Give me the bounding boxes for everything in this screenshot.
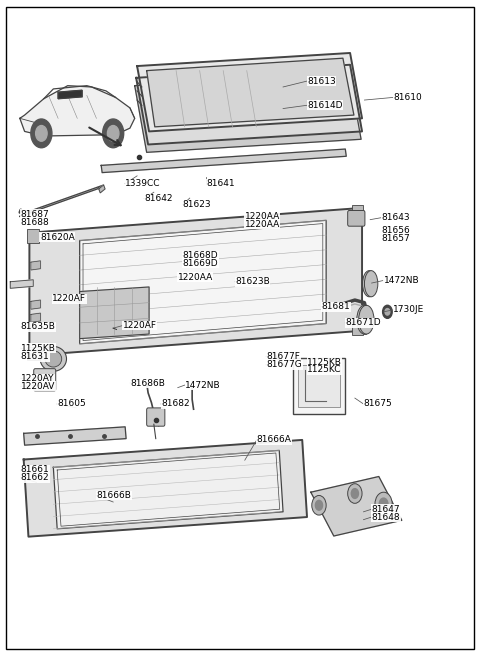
Ellipse shape <box>359 305 374 334</box>
Ellipse shape <box>364 271 378 297</box>
Bar <box>351 204 363 217</box>
Circle shape <box>315 500 323 510</box>
Circle shape <box>375 492 392 515</box>
Polygon shape <box>20 86 135 136</box>
Text: 1472NB: 1472NB <box>384 276 419 285</box>
Text: 81641: 81641 <box>206 179 235 188</box>
Circle shape <box>312 495 326 515</box>
FancyBboxPatch shape <box>147 408 165 426</box>
Text: 81668D: 81668D <box>182 251 218 260</box>
Circle shape <box>348 483 362 503</box>
Bar <box>27 229 39 242</box>
Text: 81656: 81656 <box>381 226 410 235</box>
Text: 81648: 81648 <box>372 513 400 521</box>
Polygon shape <box>31 300 40 309</box>
Text: 81662: 81662 <box>21 474 49 482</box>
Text: 81677F: 81677F <box>266 352 300 361</box>
Circle shape <box>385 309 390 315</box>
Polygon shape <box>20 185 104 216</box>
Text: 1220AF: 1220AF <box>123 321 157 330</box>
Polygon shape <box>147 58 354 127</box>
Polygon shape <box>24 427 126 445</box>
Ellipse shape <box>357 305 372 334</box>
Circle shape <box>36 126 47 141</box>
Text: 81669D: 81669D <box>182 259 218 268</box>
Text: 81605: 81605 <box>57 400 86 409</box>
Polygon shape <box>311 477 402 536</box>
Ellipse shape <box>362 271 376 297</box>
Polygon shape <box>137 53 362 132</box>
Text: 81681: 81681 <box>322 302 350 311</box>
Polygon shape <box>24 440 307 536</box>
Polygon shape <box>136 65 362 145</box>
Polygon shape <box>80 220 326 344</box>
Text: 81688: 81688 <box>21 218 49 227</box>
Polygon shape <box>101 149 346 173</box>
Circle shape <box>103 119 124 148</box>
Polygon shape <box>58 90 82 99</box>
Text: 81677G: 81677G <box>266 360 302 369</box>
Bar <box>27 347 39 360</box>
Text: 81613: 81613 <box>307 77 336 86</box>
Polygon shape <box>99 185 105 193</box>
Text: 81635B: 81635B <box>21 322 56 331</box>
Polygon shape <box>31 261 40 270</box>
Text: 1220AV: 1220AV <box>21 382 55 391</box>
Text: 81671D: 81671D <box>345 318 381 328</box>
Text: 1220AY: 1220AY <box>21 374 54 383</box>
Text: 1339CC: 1339CC <box>125 179 161 188</box>
Bar <box>299 365 339 407</box>
FancyBboxPatch shape <box>34 369 56 391</box>
Polygon shape <box>10 280 33 288</box>
Circle shape <box>383 305 392 318</box>
Text: 1125KB: 1125KB <box>21 344 56 353</box>
Text: 81682: 81682 <box>161 400 190 409</box>
Text: 81666B: 81666B <box>96 491 132 500</box>
Text: 1125KB: 1125KB <box>307 358 342 367</box>
Bar <box>351 322 363 335</box>
Text: 81657: 81657 <box>381 234 410 243</box>
Polygon shape <box>80 287 149 339</box>
Ellipse shape <box>45 350 62 367</box>
Polygon shape <box>135 73 361 153</box>
Circle shape <box>379 498 388 510</box>
Text: 81610: 81610 <box>393 93 422 102</box>
Text: 81623: 81623 <box>182 200 211 209</box>
Text: 81661: 81661 <box>21 466 49 474</box>
Text: 81675: 81675 <box>363 400 392 409</box>
Text: 1472NB: 1472NB <box>185 381 221 390</box>
Polygon shape <box>29 208 362 356</box>
Bar <box>293 358 345 414</box>
Circle shape <box>108 126 119 141</box>
Text: 81642: 81642 <box>144 195 173 203</box>
Text: 1125KC: 1125KC <box>307 365 341 375</box>
Text: 1220AA: 1220AA <box>245 219 280 229</box>
Text: 81643: 81643 <box>381 213 410 222</box>
Text: 81666A: 81666A <box>257 436 292 445</box>
Text: 81687: 81687 <box>21 210 49 219</box>
Circle shape <box>31 119 52 148</box>
Text: 81623B: 81623B <box>235 277 270 286</box>
Circle shape <box>351 489 359 498</box>
Text: 81614D: 81614D <box>307 101 343 110</box>
Polygon shape <box>53 451 283 529</box>
Text: 1220AF: 1220AF <box>52 294 86 303</box>
Ellipse shape <box>40 346 67 371</box>
Text: 81620A: 81620A <box>40 233 75 242</box>
Text: 1730JE: 1730JE <box>393 305 424 314</box>
Text: 81686B: 81686B <box>130 379 165 388</box>
Text: 81647: 81647 <box>372 505 400 514</box>
Polygon shape <box>31 313 40 322</box>
Text: 1220AA: 1220AA <box>245 212 280 221</box>
Text: 1220AA: 1220AA <box>178 272 213 282</box>
Text: 81631: 81631 <box>21 352 49 362</box>
FancyBboxPatch shape <box>348 210 365 226</box>
